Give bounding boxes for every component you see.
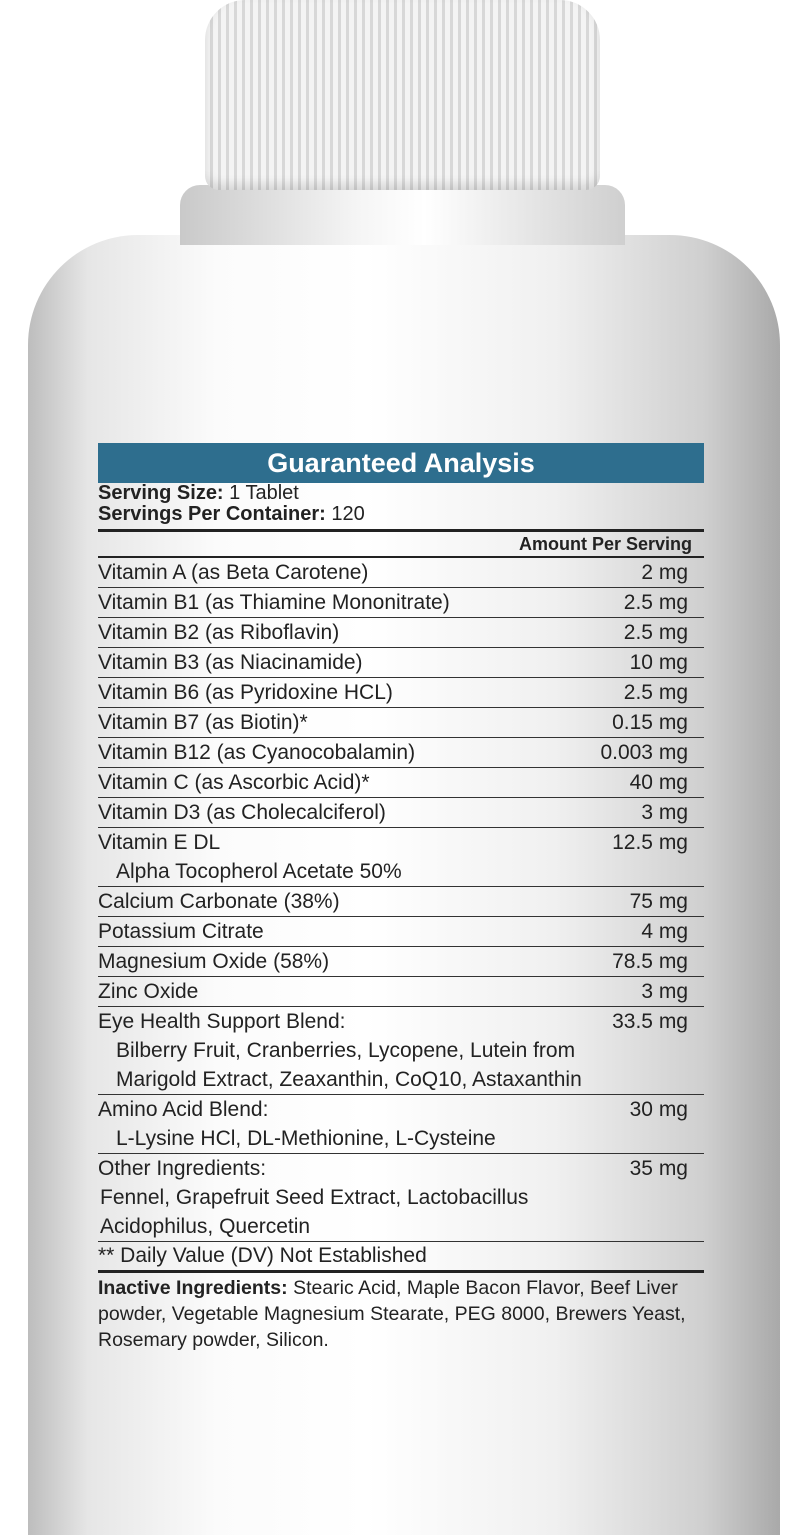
ingredient-row: Magnesium Oxide (58%) 78.5 mg <box>98 947 704 977</box>
ingredient-row: Eye Health Support Blend: Bilberry Fruit,… <box>98 1007 704 1095</box>
ingredient-name: Vitamin A (as Beta Carotene) <box>98 561 369 584</box>
ingredient-row: Vitamin B7 (as Biotin)* 0.15 mg <box>98 708 704 738</box>
ingredient-row: Vitamin C (as Ascorbic Acid)* 40 mg <box>98 768 704 798</box>
ingredient-amount: 33.5 mg <box>612 1010 688 1033</box>
ingredient-detail: Bilberry Fruit, Cranberries, Lycopene, L… <box>116 1039 582 1091</box>
ingredient-row: Vitamin A (as Beta Carotene) 2 mg <box>98 558 704 588</box>
ingredient-name: Vitamin B3 (as Niacinamide) <box>98 651 363 674</box>
ingredient-amount: 12.5 mg <box>612 831 688 854</box>
ingredient-detail: Fennel, Grapefruit Seed Extract, Lactoba… <box>100 1186 529 1238</box>
ingredient-detail: Alpha Tocopherol Acetate 50% <box>116 860 402 883</box>
ingredient-row: Vitamin B12 (as Cyanocobalamin) 0.003 mg <box>98 738 704 768</box>
ingredient-amount: 2.5 mg <box>623 591 688 614</box>
ingredient-amount: 75 mg <box>629 890 688 913</box>
ingredient-name: Vitamin B1 (as Thiamine Mononitrate) <box>98 591 450 614</box>
ingredient-row: Potassium Citrate 4 mg <box>98 917 704 947</box>
ingredient-amount: 2.5 mg <box>623 621 688 644</box>
ingredient-table: Vitamin A (as Beta Carotene) 2 mg Vitamin … <box>98 558 704 1242</box>
ingredient-row: Vitamin E DL Alpha Tocopherol Acetate 50%… <box>98 828 704 887</box>
ingredient-name: Zinc Oxide <box>98 980 199 1003</box>
bottle-cap <box>205 0 600 190</box>
ingredient-name: Amino Acid Blend: <box>98 1098 269 1121</box>
supplement-label: Guaranteed Analysis Serving Size: 1 Tabl… <box>98 443 704 1353</box>
ingredient-name: Eye Health Support Blend: <box>98 1010 346 1033</box>
inactive-ingredients: Inactive Ingredients: Stearic Acid, Mapl… <box>98 1277 686 1351</box>
ingredient-name: Vitamin B7 (as Biotin)* <box>98 711 308 734</box>
ingredient-amount: 4 mg <box>641 920 688 943</box>
ingredient-name: Potassium Citrate <box>98 920 264 943</box>
serving-info: Serving Size: 1 Tablet Servings Per Cont… <box>98 482 365 525</box>
ingredient-amount: 0.003 mg <box>600 741 688 764</box>
ingredient-amount: 40 mg <box>629 771 688 794</box>
ingredient-name: Other Ingredients: <box>98 1157 267 1180</box>
ingredient-row: Vitamin B2 (as Riboflavin) 2.5 mg <box>98 618 704 648</box>
ingredient-name: Magnesium Oxide (58%) <box>98 950 330 973</box>
amount-header: Amount Per Serving <box>98 532 704 558</box>
ingredient-row: Vitamin B1 (as Thiamine Mononitrate) 2.5 … <box>98 588 704 618</box>
ingredient-name: Vitamin B6 (as Pyridoxine HCL) <box>98 681 393 704</box>
ingredient-row: Vitamin B3 (as Niacinamide) 10 mg <box>98 648 704 678</box>
ingredient-amount: 78.5 mg <box>612 950 688 973</box>
ingredient-row: Zinc Oxide 3 mg <box>98 977 704 1007</box>
ingredient-name: Vitamin B2 (as Riboflavin) <box>98 621 340 644</box>
divider <box>98 529 704 532</box>
ingredient-amount: 10 mg <box>629 651 688 674</box>
ingredient-row: Vitamin B6 (as Pyridoxine HCL) 2.5 mg <box>98 678 704 708</box>
ingredient-amount: 0.15 mg <box>612 711 688 734</box>
ingredient-name: Vitamin D3 (as Cholecalciferol) <box>98 801 386 824</box>
ingredient-amount: 2.5 mg <box>623 681 688 704</box>
ingredient-amount: 3 mg <box>641 801 688 824</box>
ingredient-row: Vitamin D3 (as Cholecalciferol) 3 mg <box>98 798 704 828</box>
ingredient-amount: 30 mg <box>629 1098 688 1121</box>
ingredient-row: Amino Acid Blend: L-Lysine HCl, DL-Methio… <box>98 1095 704 1154</box>
dv-note: ** Daily Value (DV) Not Established <box>98 1242 704 1273</box>
ingredient-name: Vitamin E DL <box>98 831 221 854</box>
label-title: Guaranteed Analysis <box>98 443 704 483</box>
ingredient-row: Other Ingredients: Fennel, Grapefruit See… <box>98 1154 704 1242</box>
ingredient-amount: 2 mg <box>641 561 688 584</box>
ingredient-amount: 35 mg <box>629 1157 688 1180</box>
ingredient-name: Vitamin B12 (as Cyanocobalamin) <box>98 741 416 764</box>
ingredient-name: Calcium Carbonate (38%) <box>98 890 340 913</box>
bottle-neck <box>180 185 625 245</box>
ingredient-amount: 3 mg <box>641 980 688 1003</box>
ingredient-name: Vitamin C (as Ascorbic Acid)* <box>98 771 370 794</box>
ingredient-row: Calcium Carbonate (38%) 75 mg <box>98 887 704 917</box>
ingredient-detail: L-Lysine HCl, DL-Methionine, L-Cysteine <box>116 1127 496 1150</box>
